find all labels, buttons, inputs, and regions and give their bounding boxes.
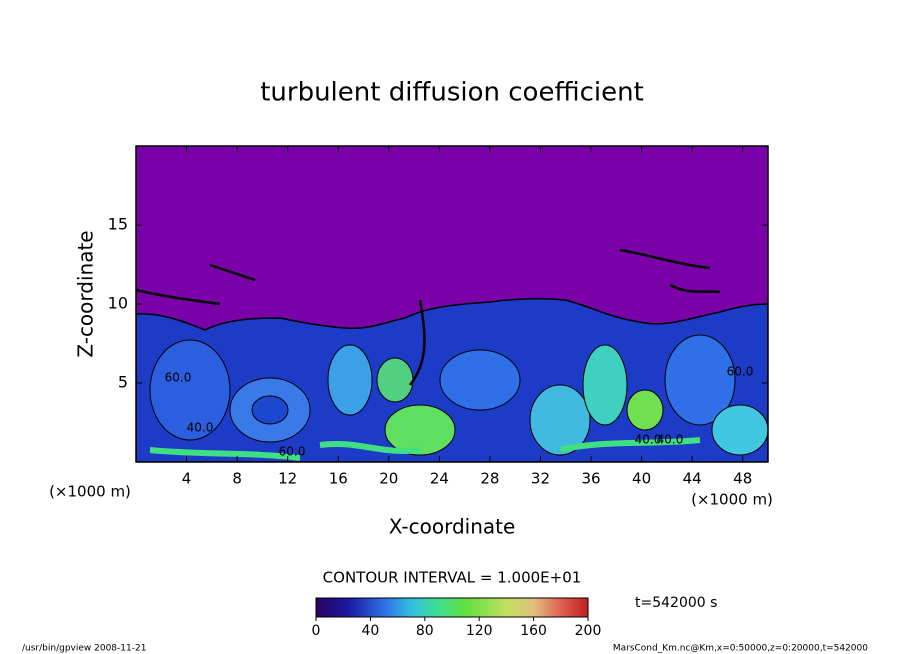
contour-field [136, 146, 768, 462]
colorbar-tick-label: 160 [520, 623, 547, 639]
contour-label: 40.0 [635, 433, 662, 447]
footer-right: MarsCond_Km.nc@Km,x=0:50000,z=0:20000,t=… [613, 644, 868, 654]
contour-label: 60.0 [279, 445, 306, 459]
x-tick-label: 16 [329, 470, 348, 488]
time-label: t=542000 s [635, 595, 717, 611]
x-tick-label: 20 [379, 470, 398, 488]
contour-interval: CONTOUR INTERVAL = 1.000E+01 [323, 569, 582, 587]
colorbar-tick-label: 0 [312, 623, 321, 639]
y-axis-label: Z-coordinate [74, 230, 98, 357]
colorbar-tick-label: 120 [466, 623, 493, 639]
contour-label: 60.0 [727, 365, 754, 379]
contour-label: 40.0 [657, 433, 684, 447]
colorbar [315, 597, 589, 618]
x-tick-label: 40 [632, 470, 651, 488]
x-tick-label: 24 [430, 470, 449, 488]
chart-title: turbulent diffusion coefficient [260, 78, 644, 108]
x-unit-label: (×1000 m) [691, 491, 773, 509]
x-axis-label: X-coordinate [389, 515, 516, 539]
colorbar-tick-label: 80 [416, 623, 434, 639]
contour-label: 60.0 [165, 371, 192, 385]
x-tick-label: 32 [531, 470, 550, 488]
colorbar-tick-label: 40 [361, 623, 379, 639]
x-tick-label: 4 [182, 470, 192, 488]
y-unit-label: (×1000 m) [49, 483, 131, 501]
colorbar-tick-label: 200 [575, 623, 602, 639]
x-tick-label: 36 [581, 470, 600, 488]
y-tick-label: 15 [108, 215, 128, 234]
y-tick-label: 5 [118, 373, 128, 392]
x-tick-label: 48 [733, 470, 752, 488]
y-tick-label: 10 [108, 294, 128, 313]
footer-left: /usr/bin/gpview 2008-11-21 [22, 644, 146, 654]
x-tick-label: 8 [232, 470, 242, 488]
x-tick-label: 12 [278, 470, 297, 488]
contour-label: 40.0 [187, 421, 214, 435]
x-tick-label: 44 [683, 470, 702, 488]
x-tick-label: 28 [480, 470, 499, 488]
